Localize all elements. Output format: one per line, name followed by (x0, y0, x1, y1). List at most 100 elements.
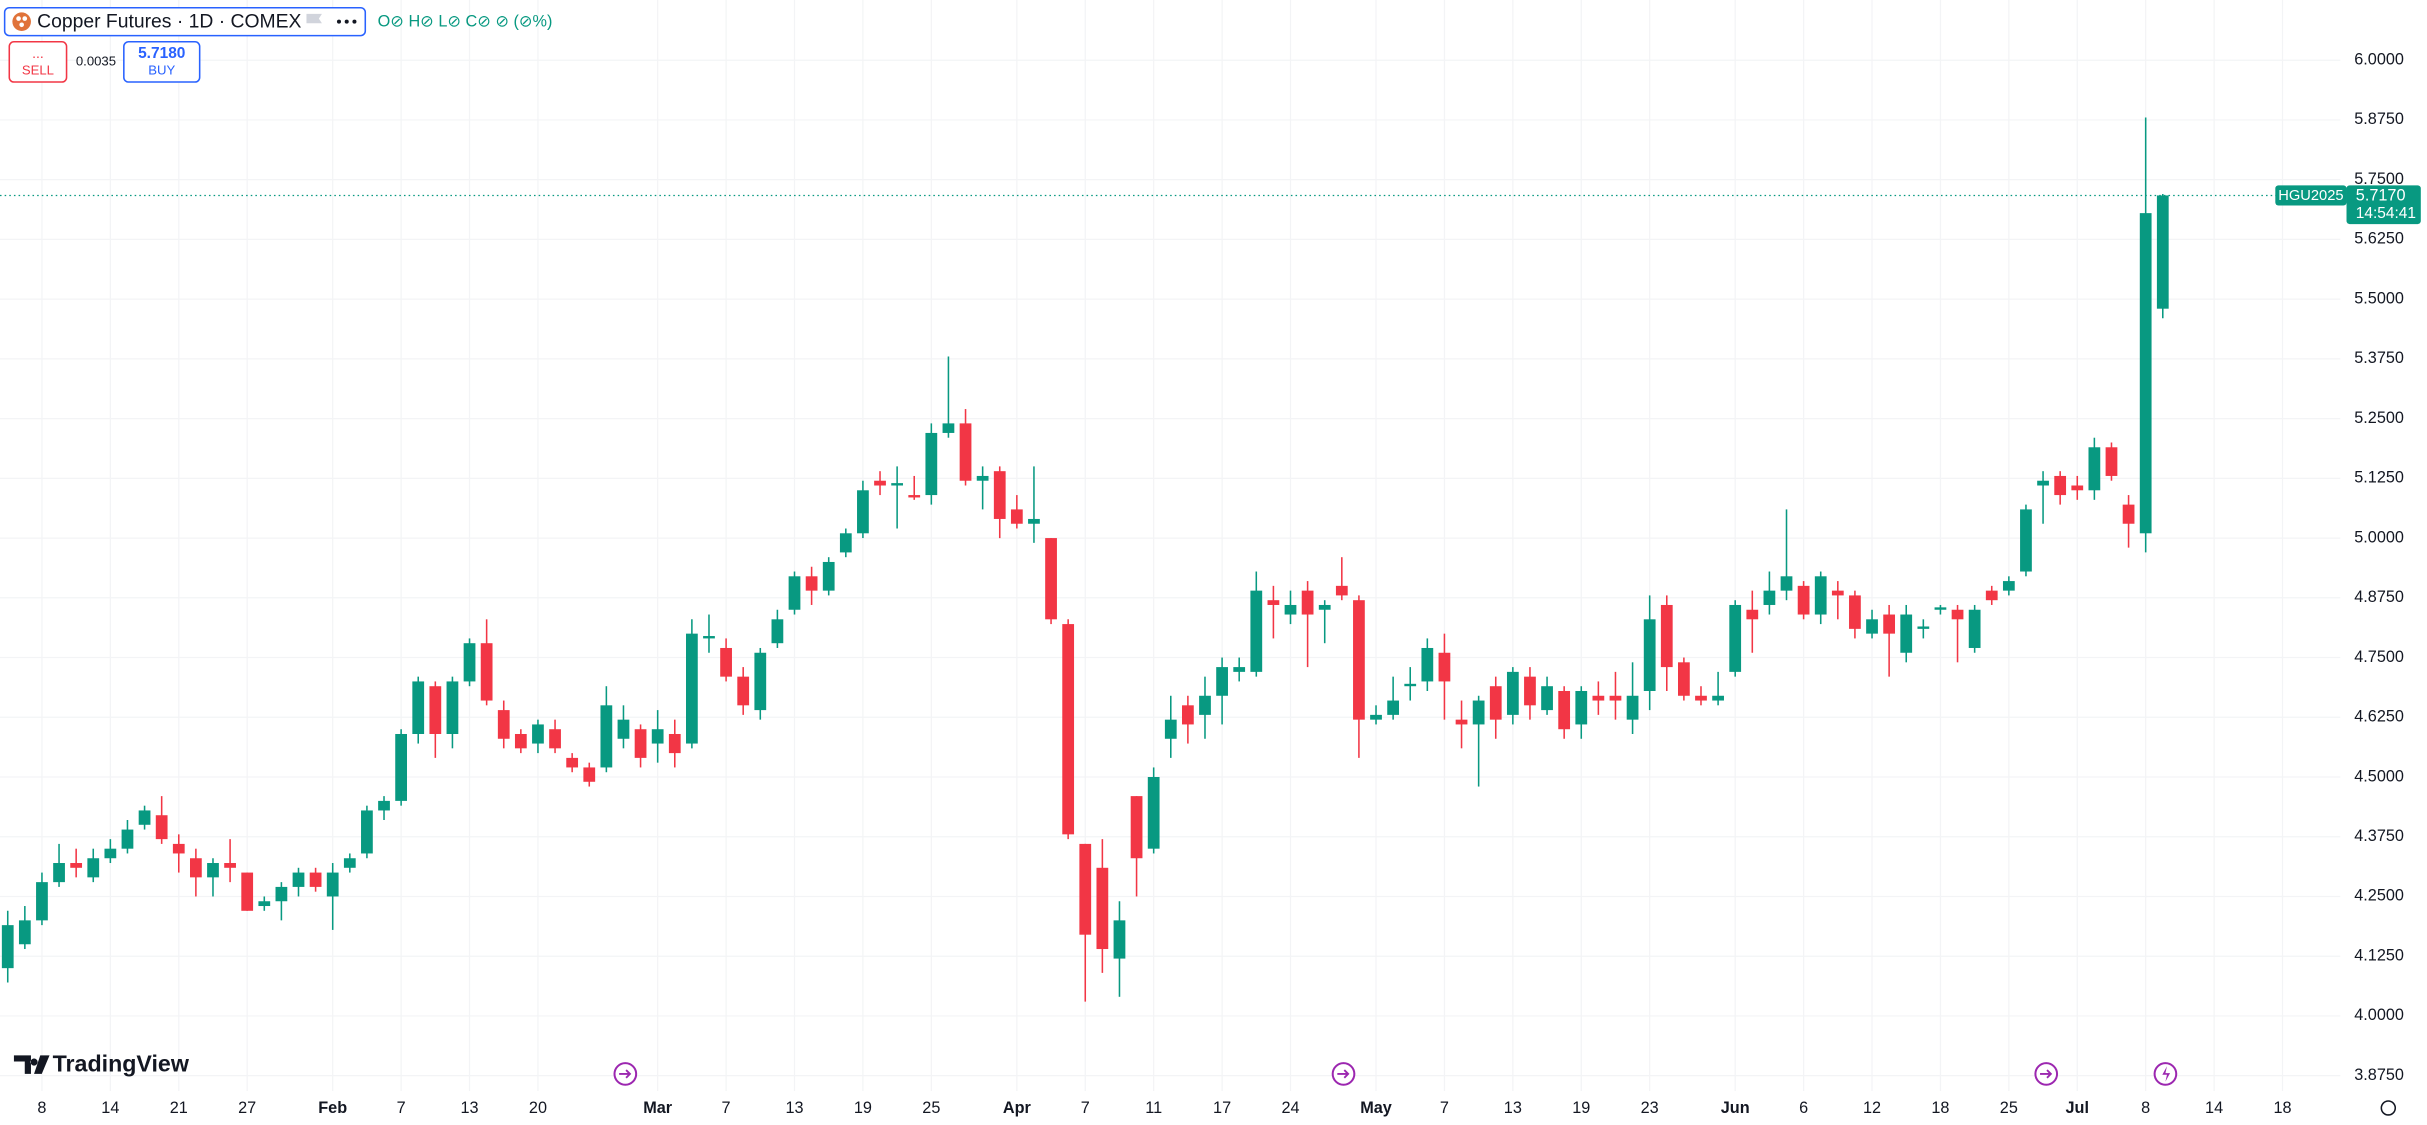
buy-button[interactable] (123, 41, 201, 83)
candle-body (942, 423, 955, 433)
more-dot[interactable] (336, 19, 341, 24)
sell-button[interactable] (8, 41, 68, 83)
candle-body (720, 647, 732, 677)
event-arrow (619, 1069, 632, 1079)
event-bolt (2162, 1066, 2171, 1082)
flag-icon[interactable] (306, 13, 322, 24)
candle-body (224, 863, 236, 868)
x-tick-label: 11 (1145, 1099, 1162, 1117)
candle-body (805, 576, 818, 591)
candle-body (651, 729, 664, 744)
candle-body (2002, 581, 2015, 591)
candle-body (326, 872, 339, 897)
x-tick-label: 13 (1504, 1099, 1522, 1117)
candle-body (1267, 600, 1280, 605)
candle-body (1216, 667, 1228, 696)
candle-body (1729, 604, 1742, 672)
candle-body (703, 636, 715, 639)
x-tick-label: 6 (1799, 1099, 1808, 1117)
logo-mark (13, 1055, 50, 1074)
x-tick-label: 7 (1440, 1099, 1449, 1117)
x-tick-label: 7 (1081, 1099, 1090, 1117)
y-tick-label: 5.5000 (2354, 289, 2404, 307)
candle-body (70, 863, 83, 868)
candle-body (1951, 609, 1964, 620)
candle-body (1917, 626, 1930, 629)
candle-body (121, 829, 134, 849)
candle-body (53, 863, 65, 883)
candle-body (1934, 607, 1947, 610)
candle-body (566, 757, 579, 768)
sell-label: SELL (22, 63, 54, 78)
candle-body (1763, 590, 1776, 605)
candle-body (1182, 705, 1194, 725)
candle-body (1489, 686, 1502, 720)
candle-body (1130, 796, 1143, 859)
candle-body (1831, 590, 1844, 596)
symbol-icon-dot (16, 16, 21, 21)
candle-body (480, 643, 493, 701)
x-tick-label: 7 (722, 1099, 731, 1117)
candle-body (583, 767, 596, 782)
y-tick-label: 5.3750 (2354, 349, 2404, 367)
candle-body (343, 858, 356, 868)
candle-body (1626, 695, 1639, 720)
x-tick-label: Apr (1003, 1099, 1032, 1117)
event-icons (613, 1062, 2178, 1086)
y-tick-label: 3.8750 (2354, 1066, 2404, 1084)
candle-body (463, 643, 476, 682)
candle-body (395, 733, 408, 801)
more-dot[interactable] (344, 19, 349, 24)
candle-body (1062, 624, 1075, 835)
spread: 0.0035 (76, 53, 116, 68)
candle-body (1387, 700, 1400, 715)
candle-body (1866, 619, 1878, 634)
last-price-text: 5.7170 (2356, 187, 2406, 205)
y-tick-label: 4.6250 (2354, 708, 2404, 726)
candle-body (1010, 509, 1023, 524)
candle-body (532, 724, 544, 744)
candle-body (1678, 662, 1690, 696)
candle-body (1883, 614, 1896, 634)
x-tick-label: 20 (529, 1099, 547, 1117)
candle-body (1575, 690, 1588, 725)
symbol-box[interactable] (3, 6, 367, 37)
candle-body (378, 800, 390, 811)
y-tick-label: 6.0000 (2354, 51, 2404, 69)
candle-body (925, 432, 938, 496)
candle-body (18, 920, 31, 945)
candle-body (2071, 485, 2084, 491)
candle-body (138, 810, 151, 825)
candle-body (1849, 595, 1861, 629)
candle-body (1814, 576, 1827, 615)
candle-body (668, 733, 681, 754)
x-tick-label: May (1360, 1099, 1392, 1117)
candle-body (1301, 590, 1314, 615)
candle-body (1335, 585, 1348, 596)
x-tick-label: 18 (1931, 1099, 1949, 1117)
more-dot[interactable] (352, 19, 357, 24)
candles (1, 117, 2169, 1002)
candle-body (412, 681, 425, 734)
y-tick-label: 4.3750 (2354, 827, 2404, 845)
candle-body (1284, 604, 1297, 615)
candle-body (1147, 777, 1160, 849)
x-tick-label: 18 (2273, 1099, 2291, 1117)
sell-price: ... (32, 45, 44, 61)
symbol-icon-dot (19, 22, 24, 28)
logo-text: TradingView (53, 1051, 190, 1077)
candle-body (1524, 676, 1536, 706)
settings-icon[interactable] (2380, 1100, 2397, 1116)
y-tick-label: 5.0000 (2354, 528, 2404, 546)
countdown-text: 14:54:41 (2356, 205, 2416, 222)
candle-body (1318, 604, 1331, 610)
x-tick-label: 19 (1572, 1099, 1590, 1117)
candle-body (429, 686, 442, 734)
event-arrow (2040, 1069, 2053, 1079)
candle-body (1028, 518, 1040, 524)
last-price-tag (2346, 185, 2421, 225)
candle-body (1353, 600, 1365, 720)
candle-body (908, 495, 921, 498)
x-tick-label: 12 (1863, 1099, 1881, 1117)
candle-body (685, 633, 698, 744)
